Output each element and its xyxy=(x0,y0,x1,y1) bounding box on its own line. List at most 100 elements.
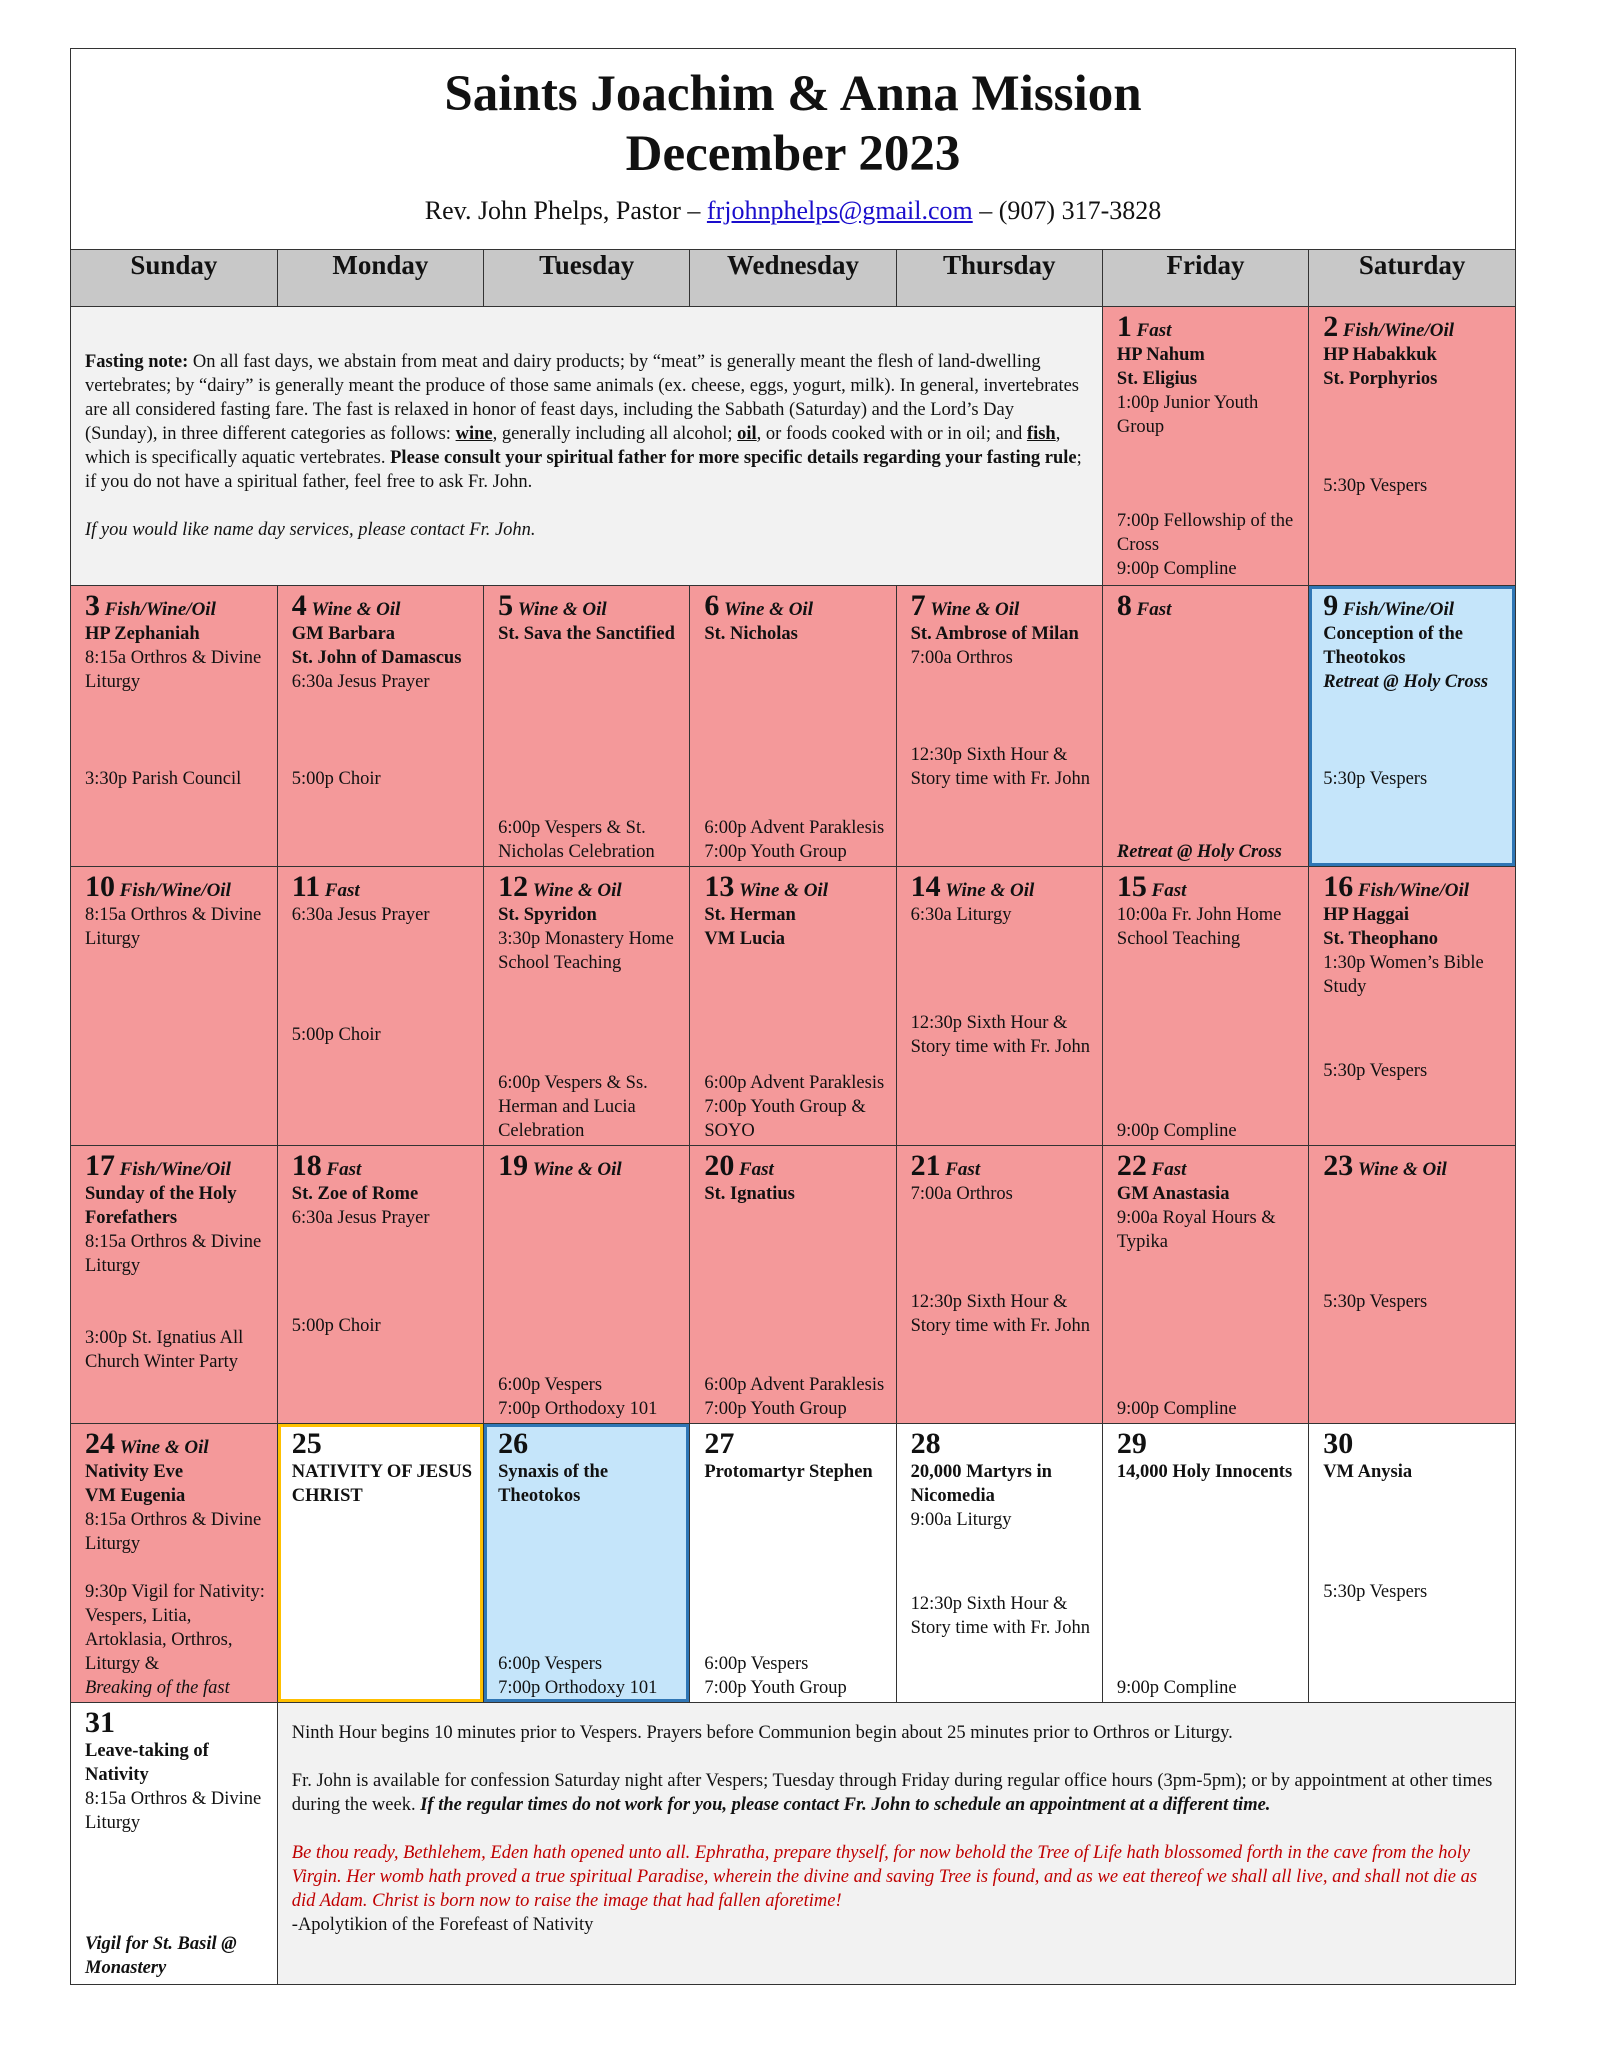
day-heading: 13 Wine & Oil xyxy=(704,871,885,903)
spacer xyxy=(292,694,473,767)
event: 9:30p Vigil for Nativity: Vespers, Litia… xyxy=(85,1582,265,1674)
feast: HP Habakkuk xyxy=(1323,345,1437,365)
day-content: 12 Wine & Oil St. Spyridon 3:30p Monastery… xyxy=(484,867,689,1145)
feast: HP Nahum xyxy=(1116,345,1205,365)
spacer xyxy=(85,791,267,864)
event: 12:30p Sixth Hour & Story time with Fr. … xyxy=(910,1594,1090,1638)
feast: VM Lucia xyxy=(704,929,786,949)
day-number: 22 xyxy=(1116,1149,1147,1182)
spacer xyxy=(911,1059,1092,1143)
footer-note: Ninth Hour begins 10 minutes prior to Ve… xyxy=(277,1703,1515,1984)
day-cell: 31 Leave-taking of Nativity 8:15a Orthros … xyxy=(71,1702,278,1984)
day-content: 18 Fast St. Zoe of Rome 6:30a Jesus Prayer… xyxy=(278,1146,483,1423)
day-cell: 6 Wine & Oil St. Nicholas 6:00p Advent Par… xyxy=(689,585,897,867)
day-cell: 14 Wine & Oil 6:30a Liturgy 12:30p Sixth H… xyxy=(895,866,1103,1146)
day-heading: 27 xyxy=(704,1428,885,1460)
day-number: 9 xyxy=(1323,589,1339,622)
spacer xyxy=(1323,1182,1505,1290)
spacer xyxy=(292,1508,473,1604)
day-cell: 30 VM Anysia 5:30p Vespers xyxy=(1308,1423,1515,1703)
day-number: 30 xyxy=(1323,1427,1354,1460)
feast: GM Barbara xyxy=(291,624,396,644)
day-heading: 6 Wine & Oil xyxy=(704,590,885,622)
spacer xyxy=(911,1640,1092,1700)
day-heading: 8 Fast xyxy=(1117,590,1298,622)
feast: Protomartyr Stephen xyxy=(704,1462,873,1482)
day-number: 21 xyxy=(910,1149,941,1182)
contact-prefix: Rev. John Phelps, Pastor – xyxy=(424,196,701,225)
text-run: , generally including all alcohol; xyxy=(492,424,738,444)
day-cell: 10 Fish/Wine/Oil 8:15a Orthros & Divine L… xyxy=(71,866,278,1146)
event: 7:00a Orthros xyxy=(910,1184,1013,1204)
day-content: 19 Wine & Oil 6:00p Vespers 7:00p Orthodox… xyxy=(484,1146,689,1423)
email-link[interactable]: frjohnphelps@gmail.com xyxy=(706,196,973,225)
fasting-paragraph: Fasting note: On all fast days, we absta… xyxy=(85,350,1088,494)
fast-label: Fish/Wine/Oil xyxy=(1357,880,1470,901)
spacer xyxy=(1323,1604,1505,1700)
event: Retreat @ Holy Cross xyxy=(1116,842,1282,862)
day-number: 23 xyxy=(1323,1149,1354,1182)
spacer xyxy=(1117,1326,1298,1398)
feast: St. Sava the Sanctified xyxy=(498,624,675,644)
text-run: Fr. John is available for confession Sat… xyxy=(291,1771,1493,1815)
spacer xyxy=(1117,474,1298,509)
event: 7:00p Youth Group xyxy=(704,1678,847,1698)
day-cell: 26 Synaxis of the Theotokos 6:00p Vespers 7… xyxy=(483,1423,691,1703)
spacer xyxy=(292,1604,473,1700)
event: 6:00p Vespers xyxy=(704,1654,809,1674)
event: 9:00p Compline xyxy=(1116,559,1237,579)
day-content: 29 14,000 Holy Innocents 9:00p Compline xyxy=(1103,1424,1308,1702)
spacer xyxy=(498,1182,679,1278)
event: 6:00p Vespers xyxy=(498,1654,603,1674)
spacer xyxy=(1117,951,1298,1035)
weekday: Saturday xyxy=(1308,250,1515,307)
feast: Nativity Eve xyxy=(85,1462,184,1482)
spacer xyxy=(704,951,885,1011)
spacer xyxy=(704,731,885,816)
day-number: 11 xyxy=(291,870,321,903)
event: 5:30p Vespers xyxy=(1323,476,1428,496)
fast-label: Wine & Oil xyxy=(1357,1159,1447,1180)
spacer xyxy=(704,1484,885,1568)
day-heading: 20 Fast xyxy=(704,1150,885,1182)
event: 1:00p Junior Youth Group xyxy=(1116,393,1259,437)
day-content: 21 Fast 7:00a Orthros 12:30p Sixth Hour & … xyxy=(897,1146,1102,1423)
day-heading: 3 Fish/Wine/Oil xyxy=(85,590,267,622)
day-heading: 28 xyxy=(911,1428,1092,1460)
day-content: 5 Wine & Oil St. Sava the Sanctified 6:00p… xyxy=(484,586,689,866)
footer-note-cell: Ninth Hour begins 10 minutes prior to Ve… xyxy=(276,1702,1515,1984)
fast-label: Fast xyxy=(1136,320,1172,341)
day-cell: 18 Fast St. Zoe of Rome 6:30a Jesus Prayer… xyxy=(276,1145,485,1424)
feast: GM Anastasia xyxy=(1116,1184,1230,1204)
event: 6:00p Vespers xyxy=(498,1375,603,1395)
weekday: Wednesday xyxy=(689,250,897,307)
fast-label: Wine & Oil xyxy=(532,1159,622,1180)
fasting-note-cell: Fasting note: On all fast days, we absta… xyxy=(71,306,1103,586)
day-content: 6 Wine & Oil St. Nicholas 6:00p Advent Par… xyxy=(690,586,895,866)
weekday: Thursday xyxy=(895,250,1103,307)
feast: HP Zephaniah xyxy=(85,624,200,644)
day-heading: 21 Fast xyxy=(911,1150,1092,1182)
spacer xyxy=(1117,439,1298,474)
fast-label: Fish/Wine/Oil xyxy=(119,1159,231,1180)
event: 6:00p Advent Paraklesis xyxy=(704,818,885,838)
day-heading: 31 xyxy=(85,1707,267,1739)
spacer xyxy=(292,1230,473,1314)
spacer xyxy=(911,1206,1092,1290)
text-run: , which is specifically aquatic vertebra… xyxy=(85,424,1061,468)
spacer xyxy=(1323,391,1505,474)
fast-label: Fast xyxy=(738,1159,774,1180)
day-cell: 19 Wine & Oil 6:00p Vespers 7:00p Orthodox… xyxy=(483,1145,691,1424)
day-number: 24 xyxy=(85,1427,115,1460)
fast-label: Wine & Oil xyxy=(930,599,1020,620)
text-run: Be thou ready, Bethlehem, Eden hath open… xyxy=(291,1843,1478,1911)
fast-label: Wine & Oil xyxy=(723,599,813,620)
day-content: 22 Fast GM Anastasia 9:00a Royal Hours & T… xyxy=(1103,1146,1308,1423)
feast: Conception of the Theotokos xyxy=(1323,624,1463,668)
feast: St. Herman xyxy=(704,905,796,925)
day-content: 9 Fish/Wine/Oil Conception of the Theotok… xyxy=(1309,586,1515,866)
spacer xyxy=(85,951,267,1047)
spacer xyxy=(1323,1083,1505,1143)
event: 7:00p Orthodoxy 101 xyxy=(498,1678,658,1698)
day-cell: 17 Fish/Wine/Oil Sunday of the Holy Foref… xyxy=(71,1145,278,1424)
